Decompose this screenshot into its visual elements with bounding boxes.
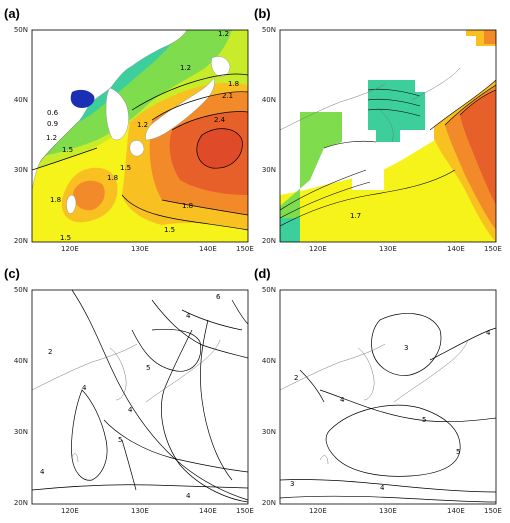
clabel-c-8: 4 xyxy=(186,492,191,500)
xtick-c-150E: 150E xyxy=(236,507,254,515)
clabel-c-6: 5 xyxy=(118,436,122,444)
clabel-a-5: 0.6 xyxy=(47,109,59,117)
clabel-c-5: 4 xyxy=(128,406,133,414)
xtick-c-120E: 120E xyxy=(61,507,79,515)
panel-label-a: (a) xyxy=(4,6,20,21)
xtick-a-120E: 120E xyxy=(61,245,79,253)
clabel-a-6: 0.9 xyxy=(47,120,58,128)
clabel-d-5: 5 xyxy=(456,448,460,456)
clabel-c-1: 4 xyxy=(186,312,191,320)
xtick-d-120E: 120E xyxy=(309,507,327,515)
map-panel-d: 3 2 4 4 5 5 4 3 xyxy=(279,289,497,505)
ytick-b-30N: 30N xyxy=(261,166,276,174)
clabel-a-8: 1.5 xyxy=(62,146,73,154)
clabel-a-10: 1.2 xyxy=(46,134,57,142)
clabel-c-3: 2 xyxy=(48,348,52,356)
ytick-a-40N: 40N xyxy=(13,96,28,104)
ytick-a-30N: 30N xyxy=(13,166,28,174)
clabel-a-7: 1.2 xyxy=(137,121,148,129)
clabel-a-0: 1.2 xyxy=(218,30,229,38)
panel-label-d: (d) xyxy=(254,266,271,281)
clabel-a-12: 1.8 xyxy=(107,174,118,182)
ytick-b-50N: 50N xyxy=(261,26,276,34)
map-panel-c: 6 4 5 2 4 4 5 4 4 xyxy=(31,289,249,505)
ytick-d-30N: 30N xyxy=(261,428,276,436)
b-band-teal-sw xyxy=(280,218,300,242)
ytick-c-20N: 20N xyxy=(13,499,28,507)
clabel-c-0: 6 xyxy=(216,293,221,301)
ytick-d-40N: 40N xyxy=(261,357,276,365)
xtick-c-140E: 140E xyxy=(199,507,217,515)
panel-label-b: (b) xyxy=(254,6,271,21)
frame-a xyxy=(31,29,249,243)
frame-c xyxy=(31,289,249,505)
clabel-a-2: 1.8 xyxy=(228,80,239,88)
ytick-d-20N: 20N xyxy=(261,499,276,507)
ytick-b-40N: 40N xyxy=(261,96,276,104)
xtick-a-130E: 130E xyxy=(131,245,149,253)
b-band-yellow xyxy=(280,90,496,242)
map-panel-a: 1.2 1.2 1.8 2.1 2.4 0.6 0.9 1.2 1.5 1.5 … xyxy=(31,29,249,243)
xtick-b-130E: 130E xyxy=(379,245,397,253)
clabel-a-3: 2.1 xyxy=(222,92,233,100)
clabel-b-0: 1.7 xyxy=(350,212,361,220)
frame-d xyxy=(279,289,497,505)
band-sw-orange xyxy=(73,180,105,211)
clabel-d-3: 4 xyxy=(340,396,345,404)
xtick-b-120E: 120E xyxy=(309,245,327,253)
clabel-a-14: 1.5 xyxy=(164,226,175,234)
band-dark-blue xyxy=(70,89,95,108)
ytick-c-40N: 40N xyxy=(13,357,28,365)
ytick-a-20N: 20N xyxy=(13,237,28,245)
land-japan-honshu xyxy=(145,77,215,141)
xtick-b-150E: 150E xyxy=(484,245,502,253)
ytick-b-20N: 20N xyxy=(261,237,276,245)
xtick-a-140E: 140E xyxy=(199,245,217,253)
land-taiwan xyxy=(66,194,77,214)
clabel-c-4: 4 xyxy=(82,384,87,392)
ytick-c-30N: 30N xyxy=(13,428,28,436)
clabel-a-15: 1.5 xyxy=(60,234,71,242)
ytick-c-50N: 50N xyxy=(13,286,28,294)
b-band-dark-orange xyxy=(460,90,496,205)
land-korea xyxy=(105,87,129,141)
clabel-a-4: 2.4 xyxy=(214,116,226,124)
clabel-d-4: 5 xyxy=(422,416,426,424)
xtick-d-140E: 140E xyxy=(447,507,465,515)
frame-b xyxy=(279,29,497,243)
clabel-d-7: 3 xyxy=(290,480,294,488)
clabel-d-0: 3 xyxy=(404,344,408,352)
land-japan-kyushu xyxy=(129,140,145,157)
band-red xyxy=(196,128,243,169)
xtick-c-130E: 130E xyxy=(131,507,149,515)
ytick-a-50N: 50N xyxy=(13,26,28,34)
xtick-d-130E: 130E xyxy=(379,507,397,515)
ytick-d-50N: 50N xyxy=(261,286,276,294)
b-band-teal xyxy=(368,80,425,142)
clabel-a-13: 1.8 xyxy=(182,202,193,210)
clabel-d-6: 4 xyxy=(380,484,385,492)
xtick-d-150E: 150E xyxy=(484,507,502,515)
panel-label-c: (c) xyxy=(4,266,20,281)
xtick-b-140E: 140E xyxy=(447,245,465,253)
xtick-a-150E: 150E xyxy=(236,245,254,253)
clabel-a-9: 1.5 xyxy=(120,164,131,172)
clabel-c-7: 4 xyxy=(40,468,45,476)
map-panel-b: 1.7 xyxy=(279,29,497,243)
clabel-d-1: 2 xyxy=(294,374,298,382)
clabel-a-11: 1.8 xyxy=(50,196,61,204)
clabel-c-2: 5 xyxy=(146,364,150,372)
clabel-a-1: 1.2 xyxy=(180,64,191,72)
clabel-d-2: 4 xyxy=(486,329,491,337)
